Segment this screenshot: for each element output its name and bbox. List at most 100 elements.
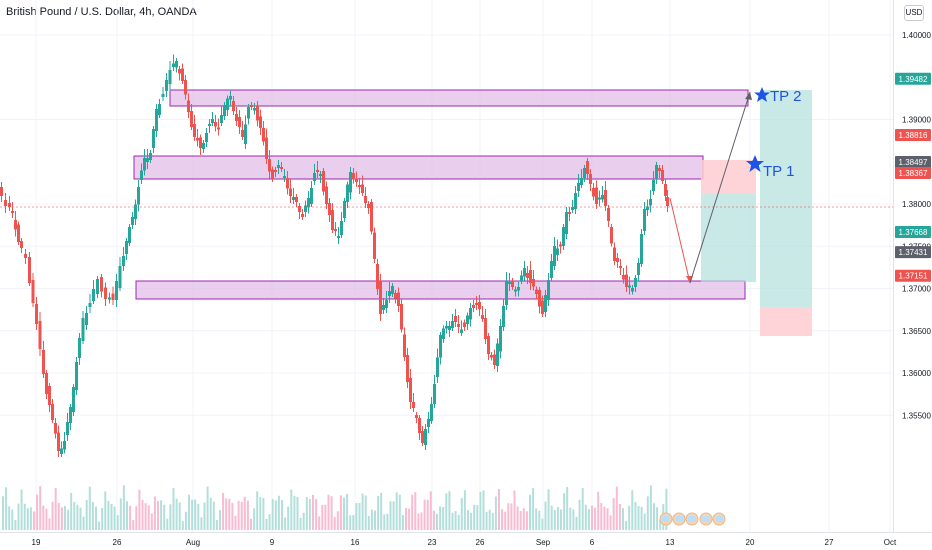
candle: [217, 118, 220, 136]
economic-event-icons: [659, 512, 726, 526]
volume-bar: [454, 511, 457, 530]
flag-icon[interactable]: [699, 512, 713, 526]
volume-bar: [615, 486, 618, 530]
projection-arrow-down[interactable]: [669, 197, 691, 284]
volume-bar: [135, 506, 138, 530]
resistance-zone-upper[interactable]: [169, 89, 749, 107]
candle: [115, 274, 118, 307]
candle: [247, 104, 250, 125]
candle: [88, 294, 92, 313]
candle: [346, 181, 349, 208]
candle: [42, 341, 45, 378]
volume-bar: [659, 519, 662, 530]
volume-bar: [501, 509, 504, 530]
tp2-label: TP 2: [770, 88, 801, 105]
volume-bar: [485, 511, 488, 530]
volume-bar: [184, 511, 187, 530]
volume-bar: [169, 504, 172, 530]
volume-bar: [73, 501, 76, 530]
volume-bar: [432, 510, 435, 530]
volume-bar: [265, 518, 268, 530]
volume-bar: [628, 505, 631, 530]
position-2-target[interactable]: [760, 90, 812, 307]
candle: [108, 292, 111, 304]
candle: [616, 253, 619, 268]
candle: [301, 209, 304, 220]
volume-bar: [591, 505, 593, 530]
volume-bar: [494, 496, 497, 530]
resistance-zone-middle[interactable]: [133, 155, 704, 180]
candle: [349, 167, 352, 200]
volume-bar: [656, 507, 659, 530]
volume-bar: [5, 487, 8, 530]
candle: [316, 161, 319, 178]
candle: [244, 115, 247, 149]
flag-icon[interactable]: [712, 512, 726, 526]
volume-bar: [327, 494, 330, 530]
volume-bar: [274, 500, 277, 530]
volume-bar: [119, 498, 122, 530]
candle: [355, 171, 358, 187]
time-tick-label: 27: [825, 538, 834, 547]
volume-bar: [606, 508, 609, 530]
volume-bar: [665, 488, 668, 530]
candle: [283, 169, 286, 182]
candle: [442, 325, 445, 343]
candle: [45, 370, 48, 399]
projection-arrow-up[interactable]: [689, 91, 751, 284]
time-tick-label: 9: [270, 538, 275, 547]
candle: [143, 149, 146, 176]
candle: [196, 129, 199, 147]
volume-bar: [222, 492, 225, 530]
volume-bar: [612, 498, 615, 530]
position-1-target[interactable]: [701, 194, 756, 282]
volume-bar: [281, 499, 283, 530]
volume-bar: [572, 509, 575, 530]
volume-bar: [634, 502, 637, 530]
candle: [63, 432, 66, 454]
candle: [96, 276, 99, 298]
candle: [214, 115, 217, 132]
candle: [190, 104, 193, 130]
candle: [580, 169, 583, 188]
candle: [31, 273, 35, 307]
volume-bar: [126, 501, 128, 530]
candle: [472, 300, 475, 312]
price-badge: 1.37151: [895, 269, 931, 282]
flag-icon[interactable]: [659, 512, 673, 526]
volume-bar: [200, 517, 203, 530]
volume-bar: [132, 520, 135, 530]
candle: [595, 180, 598, 209]
volume-bar: [54, 488, 57, 530]
candle: [35, 297, 38, 330]
candle: [451, 314, 454, 331]
candle: [418, 415, 421, 440]
candle: [14, 211, 17, 237]
flag-icon[interactable]: [672, 512, 686, 526]
support-zone-lower[interactable]: [135, 280, 746, 300]
position-1-stop[interactable]: [701, 160, 756, 194]
flag-icon[interactable]: [685, 512, 699, 526]
volume-bar: [544, 501, 547, 530]
volume-bar: [547, 489, 550, 530]
volume-bar: [113, 506, 116, 530]
candle: [631, 285, 634, 295]
volume-bar: [141, 499, 144, 530]
volume-bar: [122, 485, 125, 530]
volume-bar: [95, 506, 97, 530]
volume-bar: [76, 504, 79, 530]
volume-bar: [206, 486, 209, 530]
volume-bar: [361, 493, 364, 530]
currency-button[interactable]: USD: [904, 5, 924, 21]
volume-bar: [625, 520, 628, 530]
candle: [358, 178, 361, 194]
candle: [577, 174, 580, 197]
volume-bar: [457, 514, 460, 530]
candle: [202, 140, 205, 153]
candle: [538, 287, 541, 314]
time-tick-label: Oct: [884, 538, 897, 547]
price-tick-label: 1.39000: [902, 116, 931, 125]
position-2-stop[interactable]: [760, 307, 812, 336]
volume-bar: [594, 507, 597, 530]
